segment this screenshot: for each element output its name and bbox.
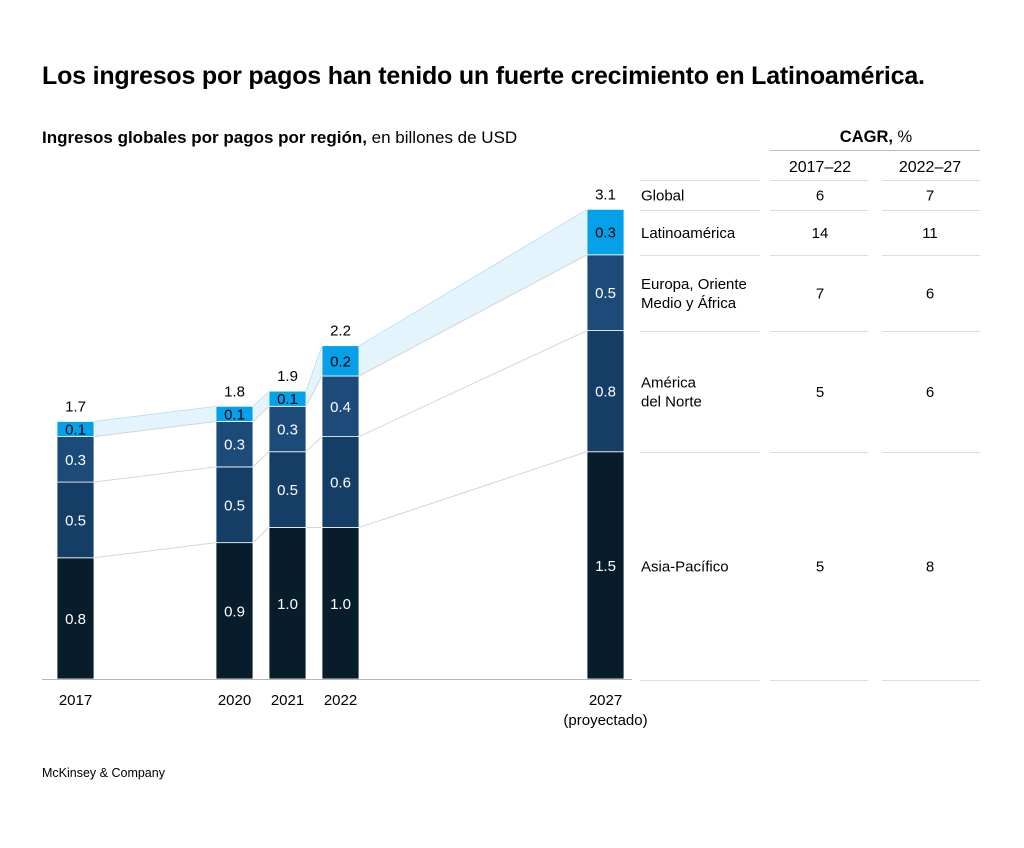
bar-segment [586, 254, 625, 331]
cagr-value-2017-22: 6 [816, 188, 824, 205]
bar-segment [321, 436, 360, 528]
cagr-value-2022-27: 11 [922, 225, 938, 242]
cagr-region-label: del Norte [641, 394, 702, 411]
chart-subtitle: Ingresos globales por pagos por región, … [42, 128, 517, 148]
x-tick-label: 2017 [59, 692, 92, 709]
segment-value-label: 0.4 [330, 399, 351, 416]
segment-value-label: 0.1 [65, 422, 86, 439]
bar-segment [215, 405, 254, 422]
segment-value-label: 0.5 [65, 512, 86, 529]
series-connector-line [93, 542, 217, 559]
chart-subtitle-bold: Ingresos globales por pagos por región, [42, 128, 367, 147]
bar-segment [321, 527, 360, 680]
segment-value-label: 0.5 [277, 482, 298, 499]
bar-total-label: 1.7 [65, 398, 86, 415]
cagr-table: CAGR, % 2017–22 2022–27 Global 6 7 Latinoaméri… [640, 128, 980, 681]
series-connector-line [252, 451, 270, 468]
cagr-value-2022-27: 6 [926, 384, 934, 401]
series-connector-line [93, 420, 217, 438]
segment-value-label: 0.3 [224, 437, 245, 454]
page-title: Los ingresos por pagos han tenido un fue… [42, 62, 925, 90]
cagr-value-2017-22: 14 [812, 225, 829, 242]
segment-value-label: 0.8 [65, 611, 86, 628]
bar-segment [268, 451, 307, 528]
cagr-region-label: América [641, 375, 697, 392]
bar-segment [56, 421, 95, 438]
cagr-region-label: Asia-Pacífico [641, 559, 729, 576]
latam-connector-band [93, 405, 217, 437]
series-connector-line [305, 375, 323, 407]
segment-value-label: 0.5 [595, 285, 616, 302]
latam-connector-band [305, 345, 323, 407]
bar-segment [268, 527, 307, 680]
segment-value-label: 0.1 [277, 391, 298, 408]
cagr-value-2022-27: 6 [926, 286, 934, 303]
latam-connector-band [252, 390, 270, 423]
cagr-region-label: Medio y África [641, 295, 737, 312]
series-connector-line [305, 436, 323, 453]
segment-value-label: 0.8 [595, 384, 616, 401]
bar-segment [586, 208, 625, 256]
series-connector-line [93, 466, 217, 483]
cagr-region-label: Global [641, 188, 684, 205]
x-tick-label: 2021 [271, 692, 304, 709]
cagr-value-2022-27: 8 [926, 559, 934, 576]
latam-connector-band [358, 208, 588, 377]
segment-value-label: 0.9 [224, 603, 245, 620]
segment-value-label: 1.0 [330, 596, 351, 613]
segment-value-label: 0.5 [224, 497, 245, 514]
series-connector-line [252, 405, 270, 422]
cagr-region-label: Latinoamérica [641, 225, 736, 242]
chart-labels-layer: 0.8 0.5 0.3 0.1 1.7 2017 0.9 0.5 0.3 0.1 1.8 2020 1.… [59, 186, 648, 729]
bar-segment [56, 481, 95, 559]
series-connector-line [358, 254, 588, 377]
series-connector-line [358, 451, 588, 528]
bar-total-label: 3.1 [595, 186, 616, 203]
x-tick-label: 2020 [218, 692, 251, 709]
x-tick-sublabel: (proyectado) [563, 712, 647, 729]
cagr-column-header: 2017–22 [789, 159, 851, 176]
bar-total-label: 1.9 [277, 368, 298, 385]
cagr-column-header: 2022–27 [899, 159, 961, 176]
series-connector-line [252, 527, 270, 544]
segment-value-label: 0.3 [595, 225, 616, 242]
x-tick-label: 2027 [589, 692, 622, 709]
bar-segment [215, 542, 254, 680]
cagr-value-2017-22: 7 [816, 286, 824, 303]
bar-segment [321, 375, 360, 437]
cagr-title-unit: % [893, 128, 913, 146]
cagr-title-bold: CAGR, [840, 128, 893, 146]
segment-value-label: 0.2 [330, 353, 351, 370]
segment-value-label: 0.3 [65, 452, 86, 469]
cagr-region-label: Europa, Oriente [641, 276, 747, 293]
bar-segment [321, 345, 360, 377]
bar-segment [215, 421, 254, 468]
chart-subtitle-unit: en billones de USD [366, 128, 518, 147]
segment-value-label: 0.3 [277, 422, 298, 439]
bar-segment [586, 330, 625, 453]
segment-value-label: 1.0 [277, 596, 298, 613]
segment-value-label: 0.1 [224, 406, 245, 423]
cagr-value-2022-27: 7 [926, 188, 934, 205]
segment-value-label: 0.6 [330, 475, 351, 492]
chart-bars-layer [42, 208, 632, 680]
cagr-value-2017-22: 5 [816, 559, 824, 576]
segment-value-label: 1.5 [595, 558, 616, 575]
bar-total-label: 2.2 [330, 323, 351, 340]
x-tick-label: 2022 [324, 692, 357, 709]
bar-total-label: 1.8 [224, 383, 245, 400]
cagr-title: CAGR, % [840, 128, 913, 146]
bar-segment [268, 405, 307, 453]
series-connector-line [358, 330, 588, 438]
cagr-value-2017-22: 5 [816, 384, 824, 401]
brand-footer: McKinsey & Company [42, 766, 165, 780]
bar-segment [268, 390, 307, 407]
bar-segment [586, 451, 625, 680]
